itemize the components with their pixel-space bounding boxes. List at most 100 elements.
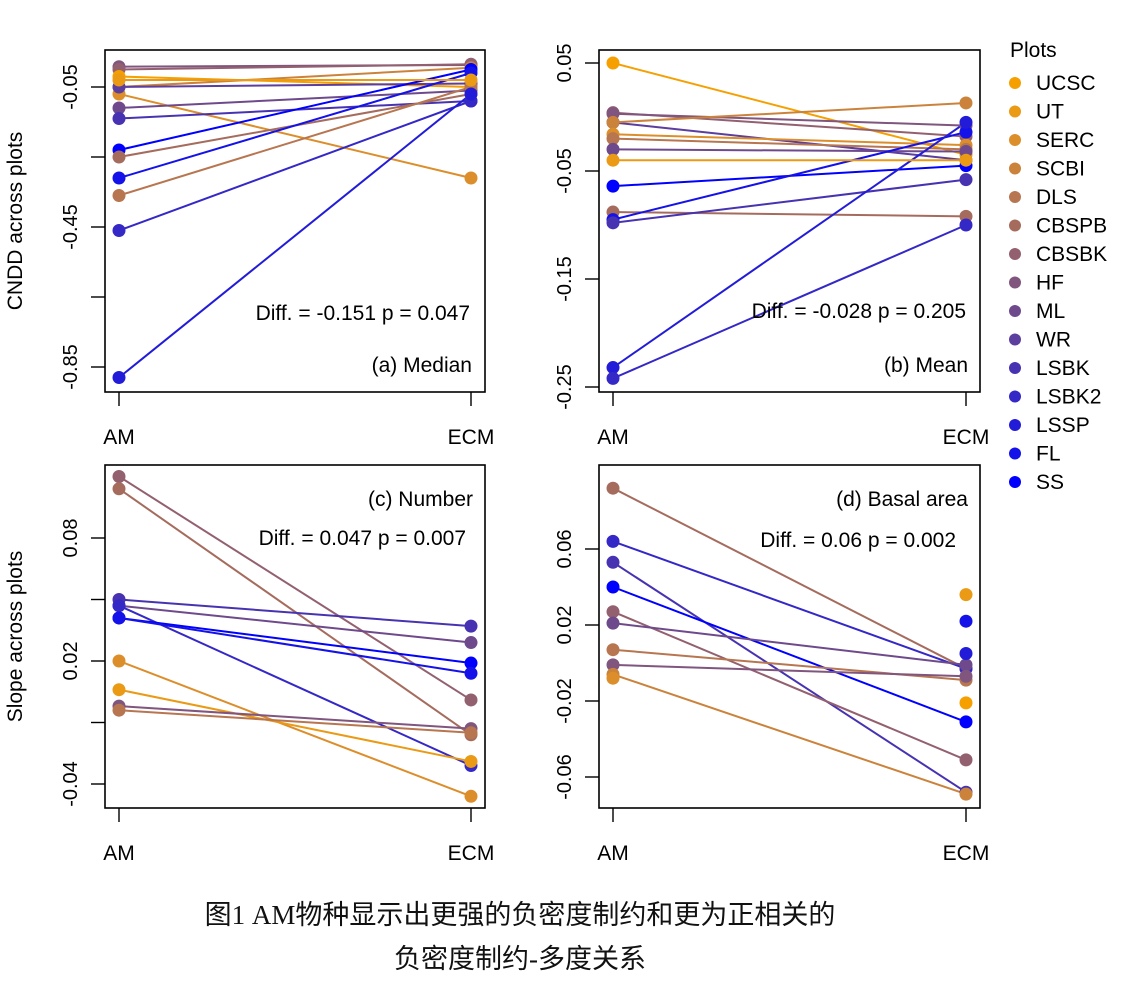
y-tick-label: -0.05 bbox=[60, 64, 82, 110]
panel-annotation: Diff. = 0.06 p = 0.002 bbox=[760, 529, 956, 552]
point-lsbk2-am bbox=[606, 371, 620, 385]
series-line-lsbk2 bbox=[118, 604, 472, 767]
x-tick-label-am: AM bbox=[103, 842, 135, 865]
figure-caption-line-2: 负密度制约-多度关系 bbox=[394, 944, 646, 974]
legend-label: ML bbox=[1036, 300, 1065, 323]
point-lsbk-am bbox=[112, 112, 126, 125]
point-ut-ecm bbox=[959, 588, 973, 602]
point-ucsc-ecm bbox=[959, 696, 973, 710]
legend-marker bbox=[1009, 476, 1021, 488]
series-line-dls bbox=[118, 86, 472, 197]
point-serc-ecm bbox=[464, 171, 478, 185]
point-dls-ecm bbox=[464, 726, 478, 740]
figure-caption-line-1: 图1 AM物种显示出更强的负密度制约和更为正相关的 bbox=[204, 900, 836, 930]
y-tick-label: -0.02 bbox=[554, 678, 576, 724]
point-fl-am bbox=[112, 611, 126, 625]
legend-label: UCSC bbox=[1036, 72, 1096, 95]
panel-title: (d) Basal area bbox=[836, 488, 968, 511]
point-lssp-ecm bbox=[959, 647, 973, 660]
legend-item: SS bbox=[1009, 471, 1064, 494]
y-tick-label: -0.06 bbox=[554, 754, 576, 800]
legend-marker bbox=[1009, 191, 1021, 203]
point-cbsbk-am bbox=[112, 470, 126, 483]
legend-label: CBSBK bbox=[1036, 243, 1107, 266]
series-line-lsbk bbox=[118, 598, 472, 628]
point-fl-ecm bbox=[959, 125, 973, 139]
series-line-ut bbox=[118, 688, 472, 763]
legend-item: HF bbox=[1009, 272, 1064, 295]
series-line-hf bbox=[612, 663, 967, 678]
series-line-lssp bbox=[612, 121, 967, 369]
x-tick-label-ecm: ECM bbox=[448, 426, 495, 449]
legend-item: LSSP bbox=[1009, 414, 1090, 437]
legend-marker bbox=[1009, 447, 1021, 460]
point-ml-ecm bbox=[959, 658, 973, 672]
series-line-lsbk2 bbox=[612, 224, 967, 380]
series-line-serc bbox=[118, 93, 472, 179]
point-fl-ecm bbox=[959, 614, 973, 628]
series-line-fl bbox=[118, 72, 472, 179]
x-tick-label-ecm: ECM bbox=[943, 842, 990, 865]
panel-a: -0.05 -0.45 -0.85 AM ECM CNDD across plots (a)… bbox=[4, 49, 495, 449]
point-hf-ecm bbox=[959, 669, 973, 683]
point-ml-ecm bbox=[464, 636, 478, 650]
point-lsbk2-am bbox=[606, 534, 620, 548]
legend-marker bbox=[1009, 333, 1021, 346]
series-line-cbspb bbox=[118, 487, 472, 736]
point-scbi-ecm bbox=[959, 787, 973, 801]
series-line-serc bbox=[118, 660, 472, 798]
legend-marker bbox=[1009, 305, 1021, 317]
panel-annotation: Diff. = 0.047 p = 0.007 bbox=[259, 527, 466, 550]
legend-label: DLS bbox=[1036, 186, 1077, 209]
series-line-ml bbox=[118, 604, 472, 644]
y-tick-label: 0.02 bbox=[554, 606, 576, 645]
point-ut-am bbox=[606, 153, 620, 167]
point-hf-am bbox=[606, 658, 620, 672]
legend-marker bbox=[1009, 419, 1021, 431]
y-tick-label: -0.25 bbox=[554, 364, 576, 410]
series-line-lssp bbox=[118, 93, 472, 379]
series-line-ml bbox=[118, 89, 472, 109]
series-line-cbspb bbox=[612, 211, 967, 218]
series-line-hf bbox=[612, 112, 967, 127]
legend-label: LSBK2 bbox=[1036, 386, 1101, 409]
series-line-cbsbk bbox=[118, 475, 472, 701]
legend-item: CBSBK bbox=[1009, 243, 1107, 266]
legend-label: CBSPB bbox=[1036, 215, 1107, 238]
point-lssp-ecm bbox=[959, 115, 973, 129]
series-line-lsbk2 bbox=[612, 540, 967, 670]
legend-label: LSSP bbox=[1036, 414, 1090, 437]
legend-item: ML bbox=[1009, 300, 1065, 323]
point-scbi-ecm bbox=[959, 96, 973, 110]
plot-frame bbox=[598, 49, 981, 393]
panel-title: (b) Mean bbox=[884, 354, 968, 377]
legend-label: WR bbox=[1036, 329, 1071, 352]
legend-marker bbox=[1009, 390, 1021, 403]
point-ss-am bbox=[606, 179, 620, 193]
point-dls-am bbox=[112, 189, 126, 202]
legend-label: HF bbox=[1036, 272, 1064, 295]
point-scbi-am bbox=[606, 115, 620, 129]
point-cbspb-am bbox=[112, 150, 126, 164]
point-fl-ecm bbox=[464, 666, 478, 680]
point-ut-ecm bbox=[464, 754, 478, 768]
legend-item: DLS bbox=[1009, 186, 1077, 209]
series-line-hf bbox=[118, 705, 472, 730]
series-line-cbsbk bbox=[118, 63, 472, 71]
point-ut-am bbox=[112, 683, 126, 697]
panel-c: 0.08 0.02 -0.04 AM ECM Slope across plots (c) … bbox=[4, 464, 494, 865]
legend-marker bbox=[1009, 105, 1021, 118]
legend-marker bbox=[1009, 276, 1021, 289]
point-serc-ecm bbox=[464, 789, 478, 803]
legend-marker bbox=[1009, 77, 1021, 89]
series-line-cbsbk bbox=[612, 610, 967, 761]
point-ut-ecm bbox=[464, 73, 478, 87]
series-line-scbi bbox=[612, 673, 967, 796]
point-cbsbk-am bbox=[606, 605, 620, 619]
point-lssp-ecm bbox=[464, 87, 478, 101]
legend-item: LSBK bbox=[1009, 357, 1090, 380]
series-line-lsbk bbox=[612, 178, 967, 224]
panel-d: 0.06 0.02 -0.02 -0.06 AM ECM (d) Basal area Dif… bbox=[554, 464, 990, 865]
legend-item: LSBK2 bbox=[1009, 386, 1101, 409]
series-line-wr bbox=[118, 82, 472, 88]
